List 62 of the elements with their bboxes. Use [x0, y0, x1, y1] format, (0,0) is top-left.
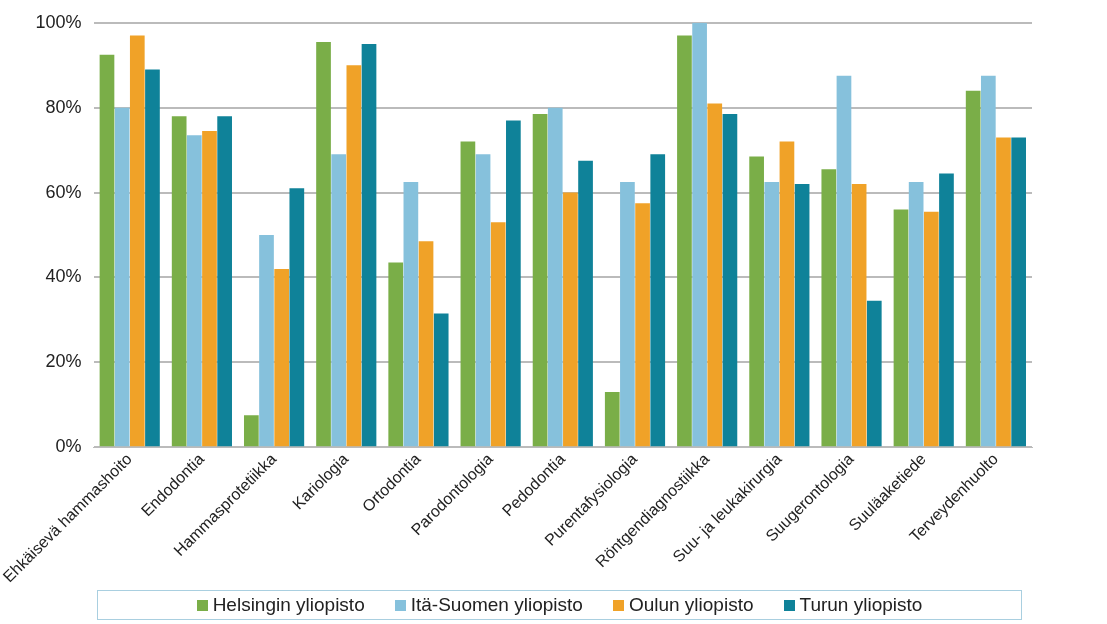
- bar: [908, 181, 924, 447]
- bar: [331, 154, 347, 447]
- bar: [677, 35, 692, 447]
- bar: [259, 234, 274, 447]
- bar: [707, 103, 723, 447]
- bar: [578, 160, 593, 447]
- bar: [650, 154, 666, 447]
- bar: [722, 114, 738, 447]
- y-tick-label: 20%: [45, 351, 82, 372]
- bar: [171, 116, 187, 447]
- bar: [980, 75, 996, 447]
- bar: [475, 154, 491, 447]
- bar: [996, 137, 1011, 447]
- bar: [532, 114, 548, 447]
- bar: [939, 173, 954, 447]
- y-tick-label: 80%: [45, 96, 82, 117]
- bar: [692, 22, 707, 447]
- bar: [403, 181, 419, 447]
- bar: [186, 135, 202, 447]
- bar: [490, 222, 506, 447]
- bar: [923, 211, 939, 447]
- bar: [620, 181, 635, 447]
- bar: [361, 44, 377, 447]
- bar: [635, 203, 650, 447]
- bar: [764, 181, 780, 447]
- bar: [794, 184, 810, 447]
- bar: [779, 141, 795, 447]
- bar: [1011, 137, 1026, 447]
- bar: [244, 415, 259, 447]
- bar: [460, 141, 476, 447]
- legend-label: Oulun yliopisto: [627, 594, 754, 616]
- bar: [821, 169, 837, 447]
- bar: [506, 120, 521, 447]
- y-tick-label: 40%: [45, 266, 82, 287]
- bar: [418, 241, 434, 447]
- y-tick-label: 60%: [45, 181, 82, 202]
- bar: [99, 54, 115, 447]
- y-tick-label: 0%: [55, 436, 82, 457]
- bar: [114, 107, 130, 447]
- bar: [388, 262, 404, 447]
- bar: [836, 75, 852, 447]
- bar: [346, 65, 362, 447]
- legend-label: Turun yliopisto: [798, 594, 923, 616]
- bar: [749, 156, 764, 447]
- bar: [563, 192, 578, 447]
- legend-label: Helsingin yliopisto: [211, 594, 365, 616]
- bar: [604, 392, 620, 447]
- bar: [851, 184, 867, 447]
- bar: [129, 35, 145, 447]
- bar: [893, 209, 909, 447]
- legend-label: Itä-Suomen yliopisto: [409, 594, 583, 616]
- bar: [316, 41, 331, 447]
- bar: [965, 90, 981, 447]
- bar: [866, 300, 882, 447]
- bar: [289, 188, 305, 447]
- bar: [433, 313, 449, 447]
- bar: [274, 268, 290, 447]
- bar: [217, 116, 232, 447]
- bar: [547, 107, 563, 447]
- bar: [202, 131, 217, 447]
- bar: [145, 69, 160, 447]
- y-tick-label: 100%: [35, 11, 82, 32]
